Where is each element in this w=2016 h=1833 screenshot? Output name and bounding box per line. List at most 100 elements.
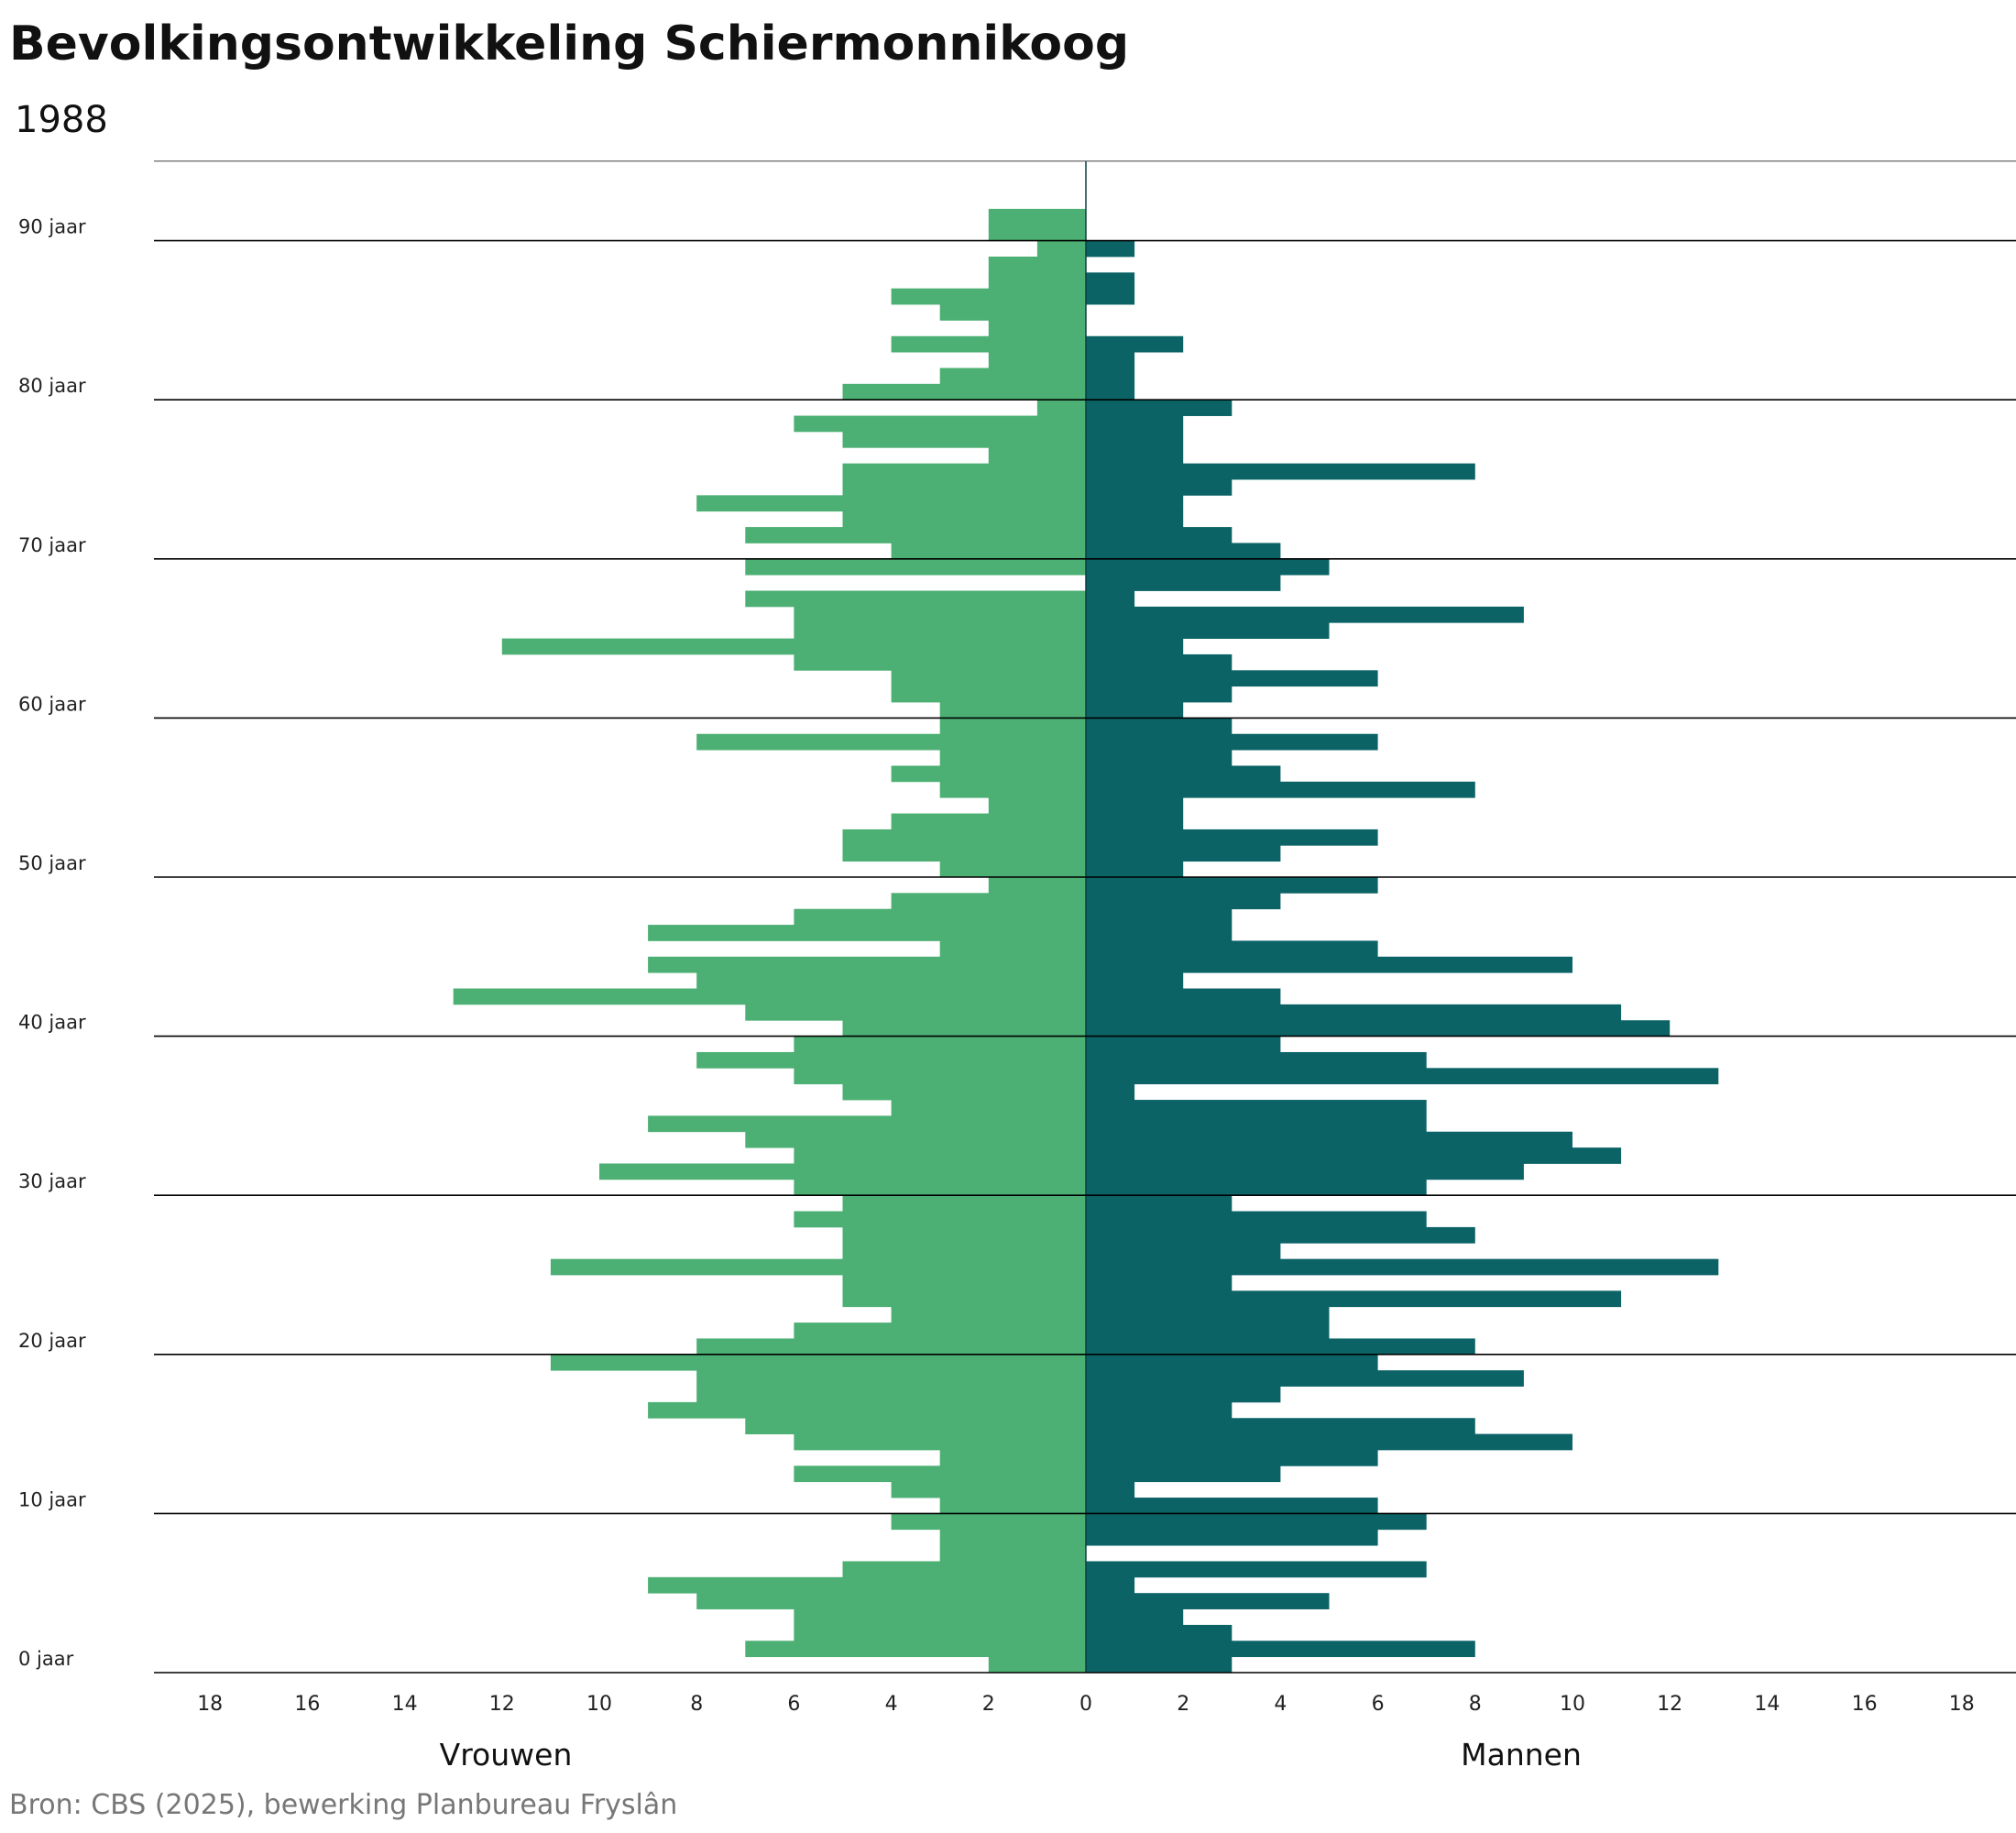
x-tick-3: 12	[489, 1693, 515, 1716]
male-bar-age-75	[1086, 463, 1475, 480]
male-bar-age-32	[1086, 1147, 1622, 1164]
age-label-10: 10 jaar	[18, 1488, 86, 1510]
male-bar-age-11	[1086, 1481, 1135, 1498]
x-tick-1: 16	[294, 1693, 320, 1716]
female-bar-age-51	[842, 845, 1086, 862]
male-axis-label: Mannen	[1461, 1737, 1582, 1773]
female-bar-age-45	[939, 940, 1086, 958]
x-axis-tick-labels: 18 16 14 12 10 8 6 4 2 0 2 4 6 8 10 12 14 16 18	[197, 1693, 1975, 1716]
male-bar-age-62	[1086, 670, 1378, 687]
x-tick-17: 16	[1852, 1693, 1878, 1716]
age-label-0: 0 jaar	[18, 1648, 74, 1670]
x-tick-10: 2	[1177, 1693, 1189, 1716]
male-bar-age-35	[1086, 1100, 1427, 1116]
female-bar-age-82	[988, 352, 1086, 368]
male-bar-age-51	[1086, 845, 1281, 862]
female-bar-age-5	[648, 1576, 1086, 1594]
female-bar-age-76	[988, 447, 1086, 465]
male-bar-age-16	[1086, 1401, 1233, 1419]
female-bar-age-60	[939, 702, 1086, 719]
female-bars	[453, 208, 1086, 1674]
male-bar-age-79	[1086, 400, 1233, 416]
female-bar-age-41	[745, 1004, 1086, 1021]
male-bar-age-2	[1086, 1624, 1233, 1641]
female-bar-age-70	[891, 543, 1086, 560]
male-bar-age-0	[1086, 1656, 1233, 1674]
female-bar-age-40	[842, 1020, 1086, 1037]
male-bar-age-69	[1086, 558, 1330, 576]
female-bar-age-75	[842, 463, 1086, 480]
male-bar-age-55	[1086, 781, 1475, 798]
male-bar-age-78	[1086, 415, 1184, 433]
female-bar-age-24	[842, 1275, 1086, 1291]
female-bar-age-31	[599, 1163, 1086, 1180]
male-bar-age-48	[1086, 893, 1281, 910]
chart-subtitle: 1988	[15, 99, 108, 141]
female-bar-age-0	[988, 1656, 1086, 1674]
female-bar-age-47	[794, 908, 1086, 926]
male-bar-age-8	[1086, 1529, 1378, 1546]
female-bar-age-55	[939, 781, 1086, 798]
male-bar-age-50	[1086, 861, 1184, 878]
x-tick-9: 0	[1079, 1693, 1092, 1716]
male-bar-age-63	[1086, 653, 1233, 671]
x-tick-7: 4	[885, 1693, 898, 1716]
female-bar-age-15	[745, 1418, 1086, 1434]
female-bar-age-52	[842, 829, 1086, 846]
male-bar-age-57	[1086, 750, 1233, 766]
male-bar-age-39	[1086, 1036, 1281, 1053]
male-bar-age-29	[1086, 1195, 1233, 1212]
female-bar-age-42	[453, 988, 1086, 1005]
female-bar-age-73	[696, 495, 1086, 512]
female-bar-age-77	[842, 431, 1086, 448]
male-bar-age-80	[1086, 383, 1135, 401]
male-bar-age-1	[1086, 1641, 1475, 1658]
male-bar-age-18	[1086, 1370, 1524, 1387]
female-bar-age-25	[550, 1258, 1086, 1276]
x-tick-4: 10	[586, 1693, 612, 1716]
male-bar-age-53	[1086, 813, 1184, 830]
female-bar-age-22	[891, 1306, 1086, 1323]
male-bar-age-13	[1086, 1449, 1378, 1466]
female-bar-age-71	[745, 527, 1086, 543]
male-bar-age-77	[1086, 431, 1184, 448]
female-bar-age-3	[794, 1608, 1086, 1626]
source-note: Bron: CBS (2025), bewerking Planbureau F…	[9, 1789, 678, 1821]
female-bar-age-81	[939, 368, 1086, 385]
female-bar-age-1	[745, 1641, 1086, 1658]
female-bar-age-9	[891, 1513, 1086, 1531]
female-bar-age-69	[745, 558, 1086, 576]
x-tick-13: 8	[1469, 1693, 1482, 1716]
male-bar-age-58	[1086, 733, 1378, 751]
male-bar-age-52	[1086, 829, 1378, 846]
male-bar-age-45	[1086, 940, 1378, 958]
male-bar-age-89	[1086, 240, 1135, 258]
female-bar-age-33	[745, 1131, 1086, 1148]
male-bar-age-65	[1086, 622, 1330, 639]
x-tick-6: 6	[787, 1693, 800, 1716]
x-tick-0: 18	[197, 1693, 223, 1716]
male-bar-age-12	[1086, 1465, 1281, 1483]
female-bar-age-56	[891, 765, 1086, 783]
male-bar-age-6	[1086, 1561, 1427, 1578]
male-bar-age-40	[1086, 1020, 1671, 1037]
male-bar-age-70	[1086, 543, 1281, 560]
female-bar-age-43	[696, 972, 1086, 989]
male-bar-age-74	[1086, 479, 1233, 496]
male-bar-age-46	[1086, 925, 1233, 941]
female-bar-age-28	[794, 1211, 1086, 1228]
female-bar-age-83	[891, 335, 1086, 353]
female-bar-age-61	[891, 686, 1086, 703]
female-bar-age-13	[939, 1449, 1086, 1466]
male-bar-age-3	[1086, 1608, 1184, 1626]
x-tick-14: 10	[1560, 1693, 1585, 1716]
x-tick-11: 4	[1274, 1693, 1287, 1716]
female-bar-age-26	[842, 1243, 1086, 1260]
female-bar-age-2	[794, 1624, 1086, 1641]
age-label-50: 50 jaar	[18, 852, 86, 874]
male-bar-age-81	[1086, 368, 1135, 385]
male-bar-age-33	[1086, 1131, 1572, 1148]
x-tick-18: 18	[1949, 1693, 1975, 1716]
female-bar-age-11	[891, 1481, 1086, 1498]
